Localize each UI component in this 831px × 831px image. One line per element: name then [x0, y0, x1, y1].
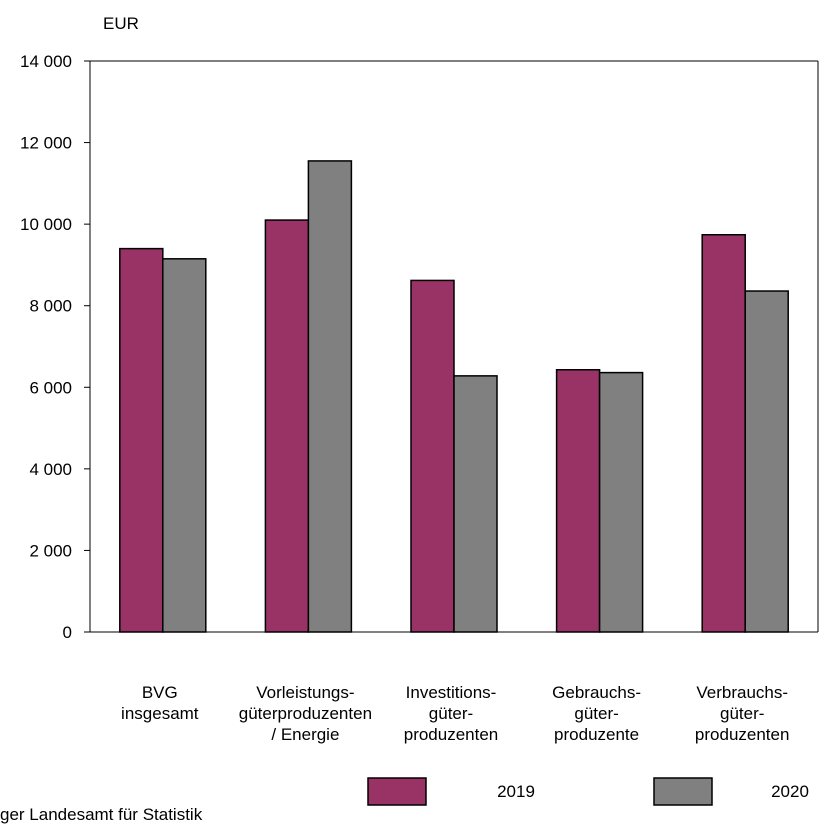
y-tick-label: 0 [63, 623, 72, 642]
y-tick-label: 14 000 [20, 52, 72, 71]
bar-2019 [264, 219, 310, 633]
y-tick-label: 2 000 [29, 541, 72, 560]
x-tick-label: güter- [429, 704, 473, 723]
x-tick-label: insgesamt [121, 704, 199, 723]
x-tick-label: güterproduzenten [239, 704, 372, 723]
y-axis-ticks: 0 2 000 4 000 6 000 8 000 10 000 12 000 14 000 [20, 52, 90, 642]
x-tick-label: produzente [554, 725, 639, 744]
bars-group [119, 160, 789, 633]
x-tick-label: Vorleistungs- [256, 683, 354, 702]
legend-swatch-2020 [653, 777, 713, 806]
bar-2019 [555, 368, 601, 633]
x-tick-label: güter- [574, 704, 618, 723]
bar-2020 [162, 258, 207, 633]
x-tick-label: / Energie [271, 725, 339, 744]
x-axis-category-labels: BVG insgesamt Vorleistungs-güterproduzente… [121, 683, 789, 744]
y-tick-label: 10 000 [20, 215, 72, 234]
x-tick-label: produzenten [404, 725, 499, 744]
y-tick-label: 4 000 [29, 460, 72, 479]
y-tick-label: 8 000 [29, 297, 72, 316]
y-tick-label: 12 000 [20, 134, 72, 153]
y-axis-label: EUR [103, 14, 139, 33]
bar-2019 [410, 279, 455, 633]
bar-2020 [453, 375, 498, 633]
x-tick-label: Gebrauchs- [552, 683, 641, 702]
x-tick-label: güter- [720, 704, 764, 723]
bar-2020 [598, 371, 644, 633]
legend-label-2020: 2020 [771, 782, 809, 801]
legend-label-2019: 2019 [497, 782, 535, 801]
bar-2020 [307, 160, 353, 633]
bar-2019 [119, 247, 164, 633]
bar-2019 [701, 233, 746, 633]
x-tick-label: BVG [142, 683, 178, 702]
x-tick-label: Investitions- [406, 683, 497, 702]
legend-swatch-2019 [367, 777, 427, 806]
x-tick-label: produzenten [695, 725, 790, 744]
legend: 2019 2020 [367, 777, 809, 806]
y-tick-label: 6 000 [29, 378, 72, 397]
source-note: ger Landesamt für Statistik [0, 805, 203, 824]
x-tick-label: Verbrauchs- [696, 683, 788, 702]
bar-2020 [744, 290, 789, 633]
